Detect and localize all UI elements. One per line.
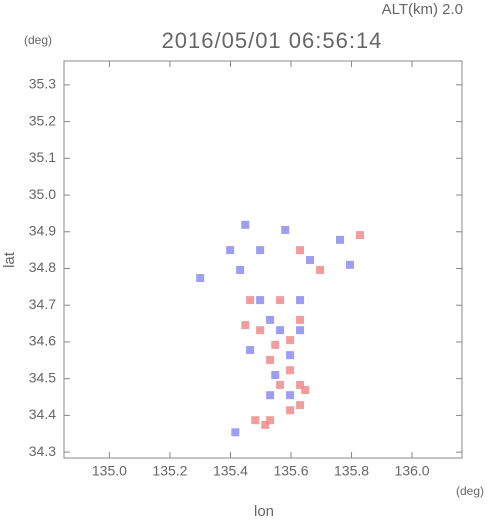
x-tick-label: 135.4 [213,463,248,479]
y-tick-label: 34.9 [29,222,56,238]
altitude-label: ALT(km) 2.0 [382,1,463,18]
data-point [276,380,285,389]
x-tick-label: 135.0 [92,463,127,479]
data-point [236,265,245,274]
data-point [276,296,285,305]
data-point [296,246,305,255]
data-point [256,326,265,335]
data-point [266,315,275,324]
data-point [261,420,270,429]
y-axis-label: lat [1,251,18,268]
data-point [276,326,285,335]
data-point [196,274,205,283]
data-point [306,256,315,265]
data-point [271,340,280,349]
data-point [296,326,305,335]
data-point [356,231,365,240]
x-tick-label: 136.0 [395,463,430,479]
y-tick-label: 35.1 [29,149,56,165]
y-tick-label: 35.3 [29,76,56,92]
data-point [231,428,240,437]
x-unit: (deg) [456,484,484,498]
data-point [226,246,235,255]
data-point [271,371,280,380]
data-point [296,380,305,389]
data-point [241,321,250,330]
y-tick-label: 35.0 [29,186,56,202]
y-tick-label: 34.4 [29,406,56,422]
y-unit: (deg) [24,33,52,47]
data-point [266,391,275,400]
data-point [296,401,305,410]
data-point [251,416,260,425]
data-point [281,225,290,234]
data-point [266,355,275,364]
x-tick-label: 135.6 [273,463,308,479]
x-tick-label: 135.8 [334,463,369,479]
data-point [246,346,255,355]
y-tick-label: 35.2 [29,112,56,128]
y-tick-label: 34.3 [29,443,56,459]
data-point [286,406,295,415]
data-point [336,235,345,244]
data-point [286,391,295,400]
data-point [286,366,295,375]
data-point [246,296,255,305]
y-tick-label: 34.6 [29,333,56,349]
y-tick-label: 34.5 [29,369,56,385]
data-point [316,265,325,274]
data-point [266,416,275,425]
x-axis-label: lon [254,503,274,520]
plot-frame [63,60,463,459]
data-point [241,220,250,229]
data-point [256,296,265,305]
data-point [301,386,310,395]
data-point [346,260,355,269]
data-point [296,315,305,324]
y-tick-label: 34.8 [29,259,56,275]
data-point [256,246,265,255]
data-point [286,351,295,360]
x-tick-label: 135.2 [152,463,187,479]
y-tick-label: 34.7 [29,296,56,312]
data-point [286,336,295,345]
data-point [296,296,305,305]
chart-title: 2016/05/01 06:56:14 [162,28,383,53]
